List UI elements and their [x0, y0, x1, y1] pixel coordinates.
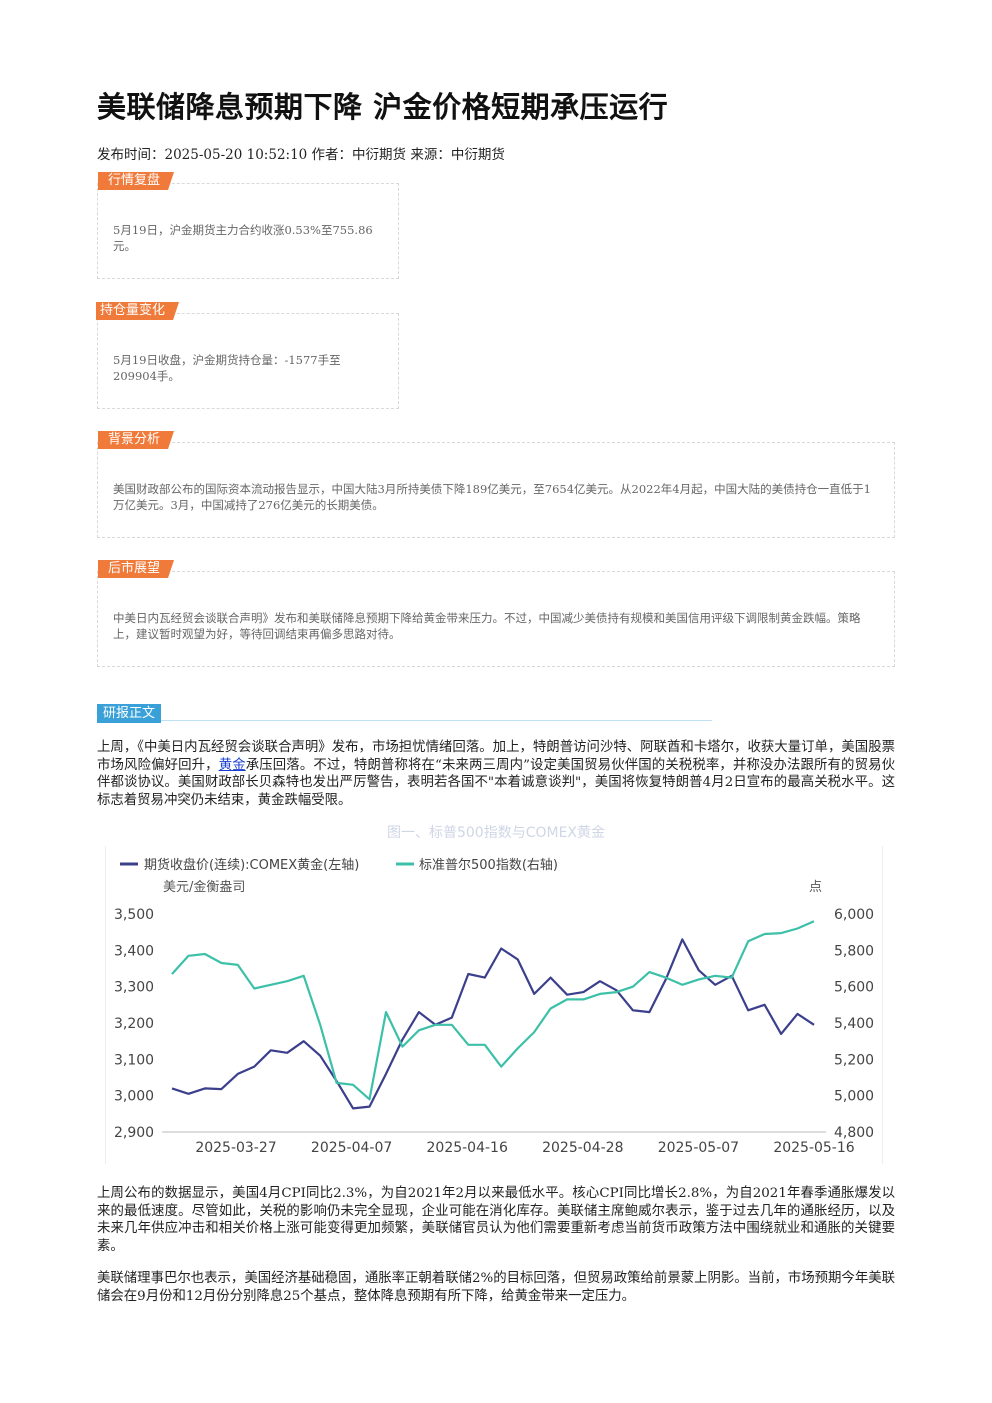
left-tick-label: 3,400 [114, 943, 154, 959]
box-market-review: 行情复盘 5月19日，沪金期货主力合约收涨0.53%至755.86元。 [97, 183, 399, 279]
x-tick-label: 2025-04-28 [542, 1140, 623, 1156]
section-label-report: 研报正文 [97, 704, 162, 723]
x-tick-label: 2025-03-27 [195, 1140, 276, 1156]
box-position-change: 持仓量变化 5月19日收盘，沪金期货持仓量：-1577手至209904手。 [97, 313, 399, 409]
x-tick-label: 2025-04-16 [427, 1140, 508, 1156]
chart-legend: 期货收盘价(连续):COMEX黄金(左轴) 标准普尔500指数(右轴) [120, 857, 558, 873]
box-background: 背景分析 美国财政部公布的国际资本流动报告显示，中国大陆3月所持美债下降189亿… [97, 442, 895, 538]
right-tick-label: 5,800 [834, 943, 874, 959]
tag-market-review: 行情复盘 [98, 172, 174, 190]
chart-title: 图一、标普500指数与COMEX黄金 [386, 825, 606, 841]
left-axis-unit: 美元/金衡盎司 [163, 879, 245, 895]
para1-text-after: 承压回落。不过，特朗普称将在“未来两三周内”设定美国贸易伙伴国的关税税率，并称没… [97, 757, 895, 808]
box-text-outlook: 中美日内瓦经贸会谈联合声明》发布和美联储降息预期下降给黄金带来压力。不过，中国减… [113, 611, 861, 641]
box-text-position-change: 5月19日收盘，沪金期货持仓量：-1577手至209904手。 [113, 353, 341, 383]
box-text-market-review: 5月19日，沪金期货主力合约收涨0.53%至755.86元。 [113, 223, 373, 253]
report-paragraph-2: 上周公布的数据显示，美国4月CPI同比2.3%，为自2021年2月以来最低水平。… [97, 1186, 895, 1254]
x-tick-label: 2025-05-07 [658, 1140, 739, 1156]
right-tick-label: 5,000 [834, 1089, 874, 1105]
para1-text-before: 上周，《中美日内瓦经贸会谈联合声明》发布，市场担忧情绪回落。加上，特朗普访问沙特… [97, 740, 895, 773]
section-divider [97, 720, 712, 721]
series-line-gold [171, 938, 815, 1110]
gold-link[interactable]: 黄金 [218, 757, 246, 773]
right-tick-label: 5,600 [834, 980, 874, 996]
right-tick-label: 5,400 [834, 1016, 874, 1032]
left-tick-label: 3,500 [114, 907, 154, 923]
left-tick-label: 3,100 [114, 1052, 154, 1068]
left-tick-label: 3,300 [114, 980, 154, 996]
box-outlook: 后市展望 中美日内瓦经贸会谈联合声明》发布和美联储降息预期下降给黄金带来压力。不… [97, 571, 895, 667]
left-tick-label: 3,000 [114, 1089, 154, 1105]
series-line-spx [171, 920, 815, 1101]
right-tick-label: 4,800 [834, 1125, 874, 1141]
right-axis-unit: 点 [809, 880, 822, 895]
left-tick-label: 3,200 [114, 1016, 154, 1032]
legend-label-spx: 标准普尔500指数(右轴) [419, 858, 558, 873]
legend-label-gold: 期货收盘价(连续):COMEX黄金(左轴) [144, 857, 359, 873]
right-tick-label: 5,200 [834, 1052, 874, 1068]
report-paragraph-3: 美联储理事巴尔也表示，美国经济基础稳固，通胀率正朝着联储2%的目标回落，但贸易政… [97, 1271, 895, 1304]
box-text-background: 美国财政部公布的国际资本流动报告显示，中国大陆3月所持美债下降189亿美元，至7… [113, 482, 871, 512]
tag-background: 背景分析 [98, 431, 174, 449]
chart-svg: 期货收盘价(连续):COMEX黄金(左轴) 标准普尔500指数(右轴) 美元/金… [114, 857, 874, 1156]
right-tick-label: 6,000 [834, 907, 874, 923]
chart-frame: 期货收盘价(连续):COMEX黄金(左轴) 标准普尔500指数(右轴) 美元/金… [105, 846, 883, 1164]
tag-position-change: 持仓量变化 [96, 302, 179, 320]
left-tick-label: 2,900 [114, 1125, 154, 1141]
report-paragraph-1: 上周，《中美日内瓦经贸会谈联合声明》发布，市场担忧情绪回落。加上，特朗普访问沙特… [97, 739, 895, 809]
x-tick-label: 2025-04-07 [311, 1140, 392, 1156]
x-tick-label: 2025-05-16 [773, 1140, 854, 1156]
article-title: 美联储降息预期下降 沪金价格短期承压运行 [97, 90, 669, 124]
tag-outlook: 后市展望 [98, 560, 174, 578]
article-meta: 发布时间：2025-05-20 10:52:10 作者：中衍期货 来源：中衍期货 [97, 147, 505, 163]
